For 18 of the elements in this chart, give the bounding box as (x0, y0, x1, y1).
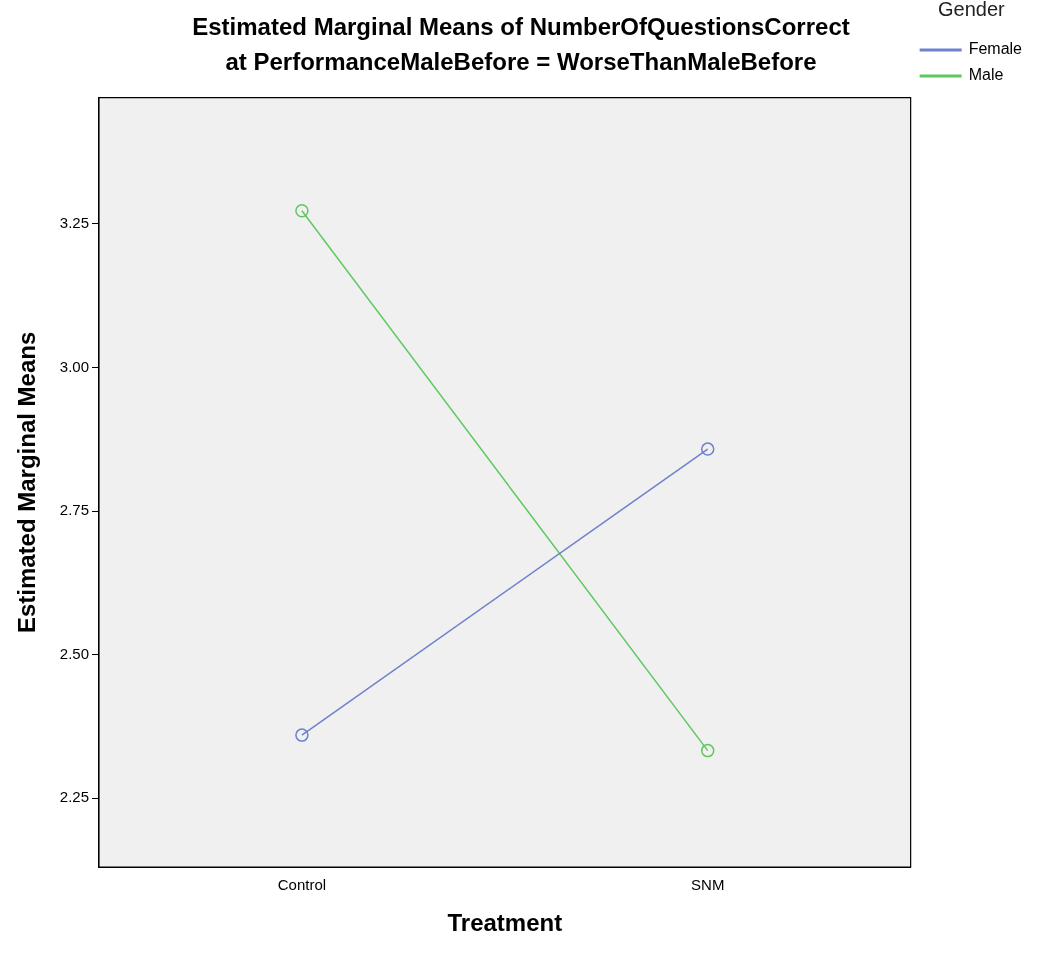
x-axis-title: Treatment (447, 909, 563, 937)
legend-label: Female (968, 40, 1023, 58)
chart-title: Estimated Marginal Means of NumberOfQuestionsCorrect (192, 13, 850, 41)
y-tick-label: 2.50 (59, 644, 89, 662)
point (700, 442, 715, 456)
y-tick-label: 3.25 (59, 214, 89, 232)
x-tick-label: SNM (691, 876, 725, 894)
y-tick-label: 2.75 (59, 501, 89, 519)
point (700, 743, 715, 758)
y-axis-title: Estimated Marginal Means (13, 331, 41, 634)
chart-subtitle: at PerformanceMaleBefore = WorseThanMaleBefore (225, 47, 817, 75)
legend-title: Gender (937, 0, 1006, 20)
point (295, 728, 309, 742)
y-tick-label: 2.25 (59, 788, 89, 806)
point (295, 203, 309, 218)
y-tick-label: 3.00 (59, 357, 89, 375)
x-tick-label: Control (277, 876, 327, 894)
legend-label: Male (968, 66, 1004, 84)
